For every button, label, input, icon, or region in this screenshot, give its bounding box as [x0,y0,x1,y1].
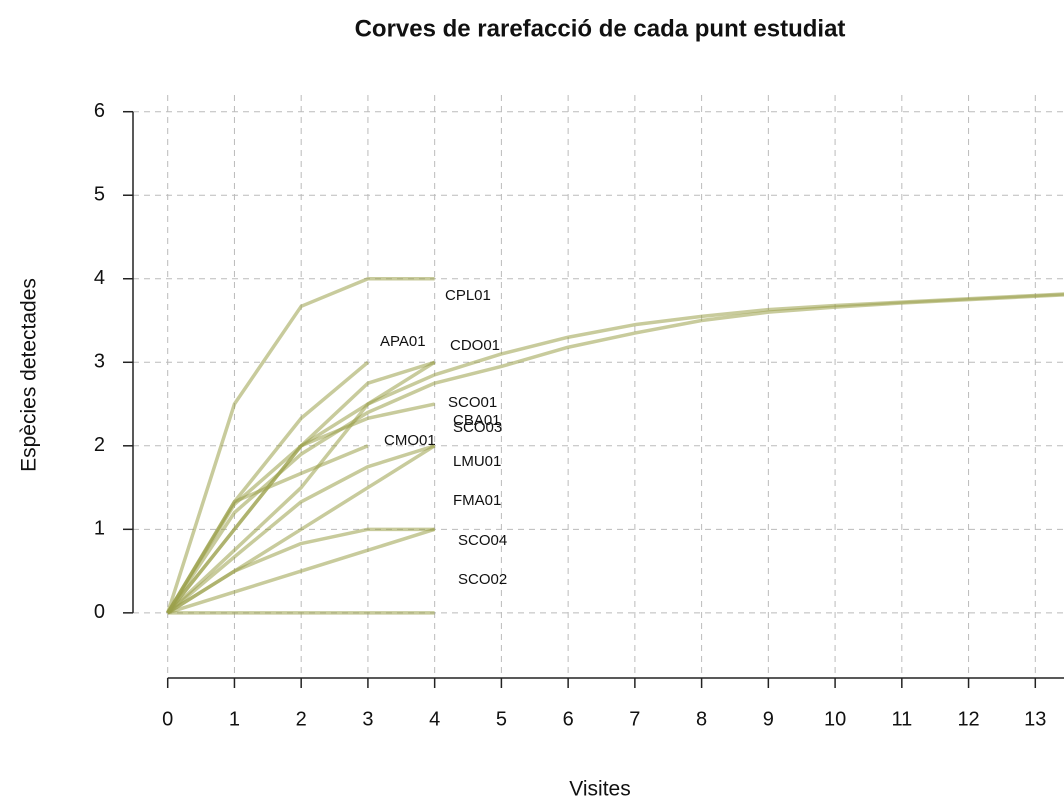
y-tick-label: 6 [94,100,105,122]
y-tick-label: 1 [94,518,105,540]
x-tick-label: 7 [629,708,640,730]
series-line [167,527,436,615]
x-tick-label: 5 [496,708,507,730]
series-label: SCO02 [458,571,507,588]
x-tick-label: 1 [229,708,240,730]
series-line [166,293,1064,614]
x-tick-label: 2 [296,708,307,730]
series-label: SCO03 [453,419,502,436]
x-tick-label: 12 [957,708,979,730]
y-tick-label: 0 [94,601,105,623]
series-label: SCO01 [448,394,497,411]
series-line [166,360,436,615]
series-line [166,527,435,615]
series-label: CBA01 [453,412,501,429]
series-label: APA01 [380,333,426,350]
series-label: LMU01 [453,453,501,470]
x-tick-label: 10 [824,708,846,730]
series-line [166,444,436,615]
x-tick-label: 0 [162,708,173,730]
y-tick-label: 2 [94,434,105,456]
x-tick-label: 8 [696,708,707,730]
series-line [166,277,435,614]
series-label: SCO04 [458,532,507,549]
series-label: CDO01 [450,337,500,354]
y-tick-label: 4 [94,267,105,289]
chart-title: Corves de rarefacció de cada punt estudi… [355,15,846,42]
x-tick-label: 4 [429,708,440,730]
x-tick-label: 9 [763,708,774,730]
x-tick-label: 3 [362,708,373,730]
y-tick-label: 5 [94,184,105,206]
y-axis-label: Espècies detectades [18,278,41,472]
series-label: CMO01 [384,432,436,449]
x-tick-label: 6 [563,708,574,730]
y-tick-label: 3 [94,351,105,373]
x-tick-label: 11 [891,708,912,730]
x-tick-label: 13 [1024,708,1046,730]
series-label: CPL01 [445,287,491,304]
x-axis-label: Visites [569,778,630,801]
series-label: FMA01 [453,492,501,509]
